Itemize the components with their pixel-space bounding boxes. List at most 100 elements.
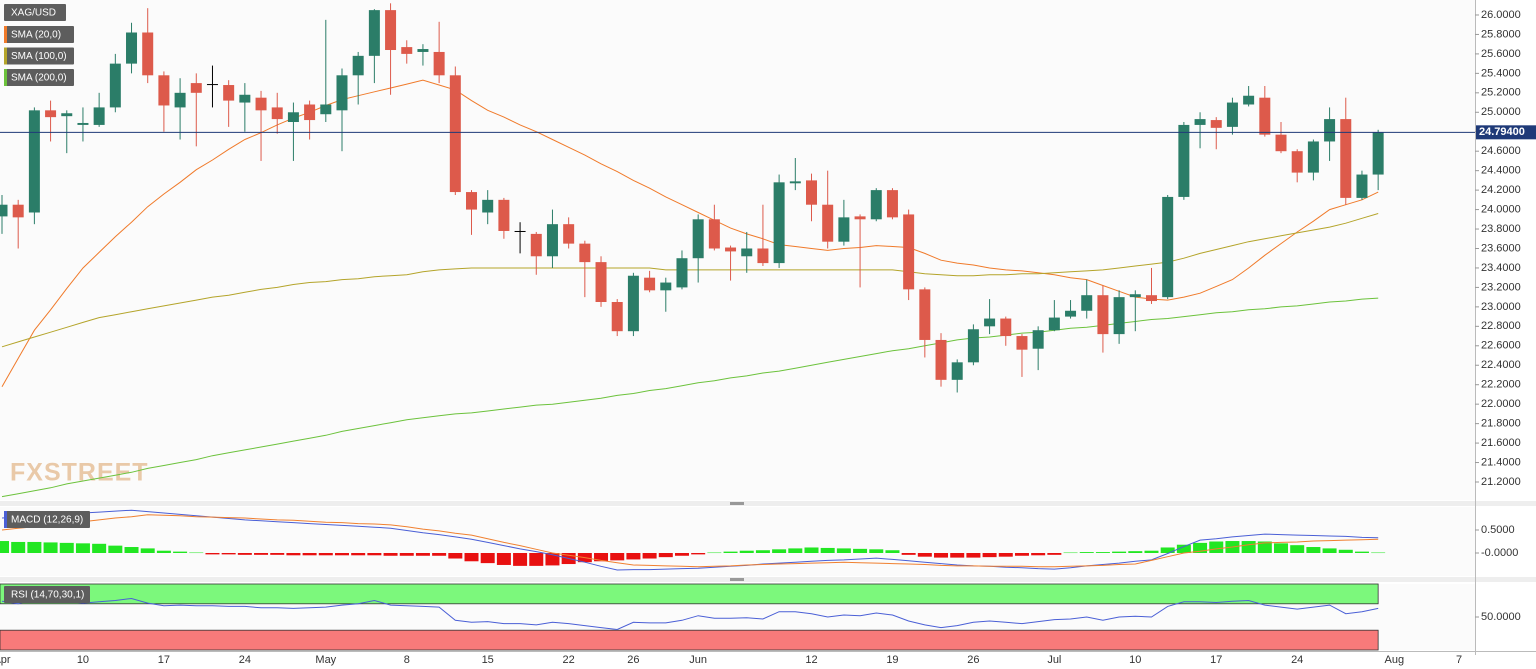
candle-body <box>1324 119 1336 142</box>
panel-divider[interactable] <box>0 577 1536 582</box>
candle-body <box>530 233 542 257</box>
candle-body <box>45 110 57 118</box>
candle-body <box>595 262 607 303</box>
legend-swatch <box>4 26 7 43</box>
macd-histogram-bar <box>221 553 236 555</box>
macd-histogram-bar <box>1241 541 1256 553</box>
candle-body <box>611 302 623 332</box>
candle-body <box>806 180 817 205</box>
y-tick-label: 25.0000 <box>1481 106 1521 118</box>
candle-body <box>1243 95 1255 105</box>
sma-line <box>1 297 1379 498</box>
macd-histogram-bar <box>513 553 528 566</box>
macd-histogram-bar <box>853 548 868 553</box>
x-tick-label: 12 <box>805 654 817 666</box>
macd-histogram-bar <box>0 541 9 553</box>
overbought-zone <box>0 583 1379 605</box>
legend-swatch <box>4 511 7 528</box>
macd-histogram-bar <box>804 547 819 553</box>
macd-histogram-bar <box>27 541 42 553</box>
last-price-box <box>1476 125 1536 140</box>
macd-histogram-bar <box>480 553 495 564</box>
candle-body <box>725 247 737 252</box>
candle-body <box>708 219 720 249</box>
candle-body <box>514 230 526 232</box>
macd-histogram-bar <box>1193 542 1208 553</box>
legend-label: RSI (14,70,30,1) <box>11 590 84 601</box>
legend-box <box>4 586 90 603</box>
candle-body <box>1162 196 1174 298</box>
divider-handle[interactable] <box>730 578 744 581</box>
candle-body <box>741 248 753 257</box>
candle-body <box>1048 317 1060 331</box>
candle-body <box>1275 134 1287 152</box>
divider-handle[interactable] <box>730 502 744 505</box>
candle-body <box>1194 119 1206 125</box>
candle-body <box>126 32 138 64</box>
candle-body <box>174 92 186 108</box>
macd-histogram-bar <box>529 553 544 566</box>
y-tick-label: 23.0000 <box>1481 301 1521 313</box>
macd-line <box>1 509 1379 571</box>
candle-body <box>579 243 591 263</box>
candle-body <box>223 85 235 101</box>
x-tick-label: 26 <box>967 654 979 666</box>
y-tick-label: 0.5000 <box>1481 524 1515 536</box>
x-tick-label: 19 <box>886 654 898 666</box>
candle-body <box>1129 294 1141 298</box>
candle-body <box>951 362 963 380</box>
legend-label: SMA (100,0) <box>11 51 67 62</box>
candle-body <box>935 339 947 380</box>
macd-histogram-bar <box>772 549 787 553</box>
macd-histogram-bar <box>1079 552 1094 553</box>
macd-histogram-bar <box>1257 541 1272 553</box>
y-tick-label: 23.4000 <box>1481 262 1521 274</box>
candle-body <box>449 75 461 193</box>
candle-body <box>1145 295 1157 302</box>
macd-histogram-bar <box>723 551 738 553</box>
candle-body <box>919 289 931 340</box>
x-tick-label: Jun <box>689 654 707 666</box>
macd-histogram-bar <box>254 553 269 555</box>
x-tick-label: Jul <box>1047 654 1061 666</box>
candle-body <box>563 224 575 244</box>
candle-body <box>757 248 769 264</box>
macd-histogram-bar <box>1014 553 1029 556</box>
candle-body <box>1178 124 1190 197</box>
macd-histogram-bar <box>189 552 204 554</box>
legend-swatch <box>4 69 7 86</box>
candle-body <box>1016 336 1028 350</box>
legend-label: XAG/USD <box>11 8 56 19</box>
macd-histogram-bar <box>901 553 916 555</box>
macd-histogram-bar <box>966 553 981 558</box>
x-tick-label: 22 <box>563 654 575 666</box>
y-tick-label: 50.0000 <box>1481 611 1521 623</box>
y-tick-label: 24.6000 <box>1481 145 1521 157</box>
y-tick-label: -0.0000 <box>1481 547 1518 559</box>
x-tick-label: 24 <box>1291 654 1303 666</box>
legend-box <box>4 69 74 86</box>
macd-histogram-bar <box>950 553 965 558</box>
y-tick-label: 25.8000 <box>1481 28 1521 40</box>
candle-body <box>336 75 348 111</box>
candle-body <box>1356 174 1368 198</box>
candle-body <box>433 51 445 76</box>
macd-histogram-bar <box>302 553 317 556</box>
macd-histogram-bar <box>1306 547 1321 553</box>
candle-body <box>1226 102 1238 127</box>
panel-divider[interactable] <box>0 501 1536 506</box>
candle-body <box>676 258 688 288</box>
x-tick-label: Apr <box>0 654 11 666</box>
macd-histogram-bar <box>318 553 333 556</box>
candle-body <box>1291 151 1303 173</box>
candle-body <box>206 84 218 86</box>
macd-histogram-bar <box>75 543 90 553</box>
sma-line <box>1 213 1379 348</box>
x-tick-label: 17 <box>1210 654 1222 666</box>
candle-body <box>28 110 40 213</box>
macd-histogram-bar <box>367 553 382 556</box>
macd-histogram-bar <box>205 553 220 555</box>
candle-body <box>271 107 283 120</box>
candle-body <box>1081 295 1093 311</box>
